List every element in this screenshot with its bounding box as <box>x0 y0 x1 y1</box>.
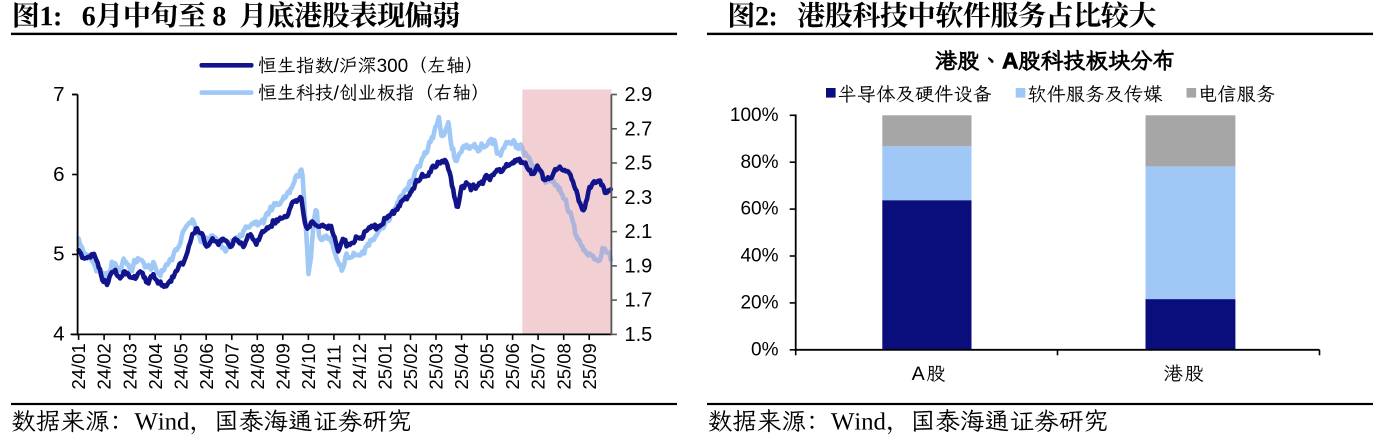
svg-text:4: 4 <box>53 323 64 346</box>
svg-text:24/07: 24/07 <box>221 343 242 389</box>
svg-text:2.9: 2.9 <box>625 84 653 106</box>
svg-text:24/06: 24/06 <box>196 343 217 389</box>
svg-text:25/09: 25/09 <box>579 343 600 389</box>
svg-text:24/04: 24/04 <box>145 343 166 389</box>
svg-text:1.9: 1.9 <box>625 255 653 277</box>
svg-text:80%: 80% <box>740 152 778 173</box>
svg-text:25/07: 25/07 <box>528 343 549 389</box>
svg-text:24/08: 24/08 <box>247 343 268 389</box>
svg-text:1.5: 1.5 <box>625 324 653 346</box>
svg-text:2.3: 2.3 <box>625 187 653 209</box>
svg-text:24/01: 24/01 <box>68 343 89 389</box>
svg-text:100%: 100% <box>730 105 779 126</box>
svg-text:25/06: 25/06 <box>502 343 523 389</box>
svg-text:0%: 0% <box>751 339 779 360</box>
svg-text:40%: 40% <box>740 246 778 267</box>
svg-text:25/02: 25/02 <box>400 343 421 389</box>
svg-text:24/03: 24/03 <box>119 343 140 389</box>
svg-text:60%: 60% <box>740 199 778 220</box>
svg-text:25/01: 25/01 <box>375 343 396 389</box>
svg-text:24/02: 24/02 <box>94 343 115 389</box>
svg-text:24/09: 24/09 <box>272 343 293 389</box>
svg-text:2.7: 2.7 <box>625 118 653 140</box>
svg-text:24/12: 24/12 <box>349 343 370 389</box>
svg-text:25/04: 25/04 <box>451 343 472 389</box>
svg-text:25/05: 25/05 <box>477 343 498 389</box>
svg-text:24/05: 24/05 <box>170 343 191 389</box>
svg-text:24/10: 24/10 <box>298 343 319 389</box>
svg-text:1.7: 1.7 <box>625 290 653 312</box>
svg-text:7: 7 <box>53 83 64 106</box>
svg-text:25/08: 25/08 <box>553 343 574 389</box>
svg-text:6: 6 <box>53 163 64 186</box>
svg-text:5: 5 <box>53 243 64 266</box>
svg-text:2.1: 2.1 <box>625 221 653 243</box>
svg-text:24/11: 24/11 <box>324 345 345 390</box>
svg-text:25/03: 25/03 <box>426 343 447 389</box>
svg-text:20%: 20% <box>740 293 778 314</box>
svg-text:2.5: 2.5 <box>625 153 653 175</box>
